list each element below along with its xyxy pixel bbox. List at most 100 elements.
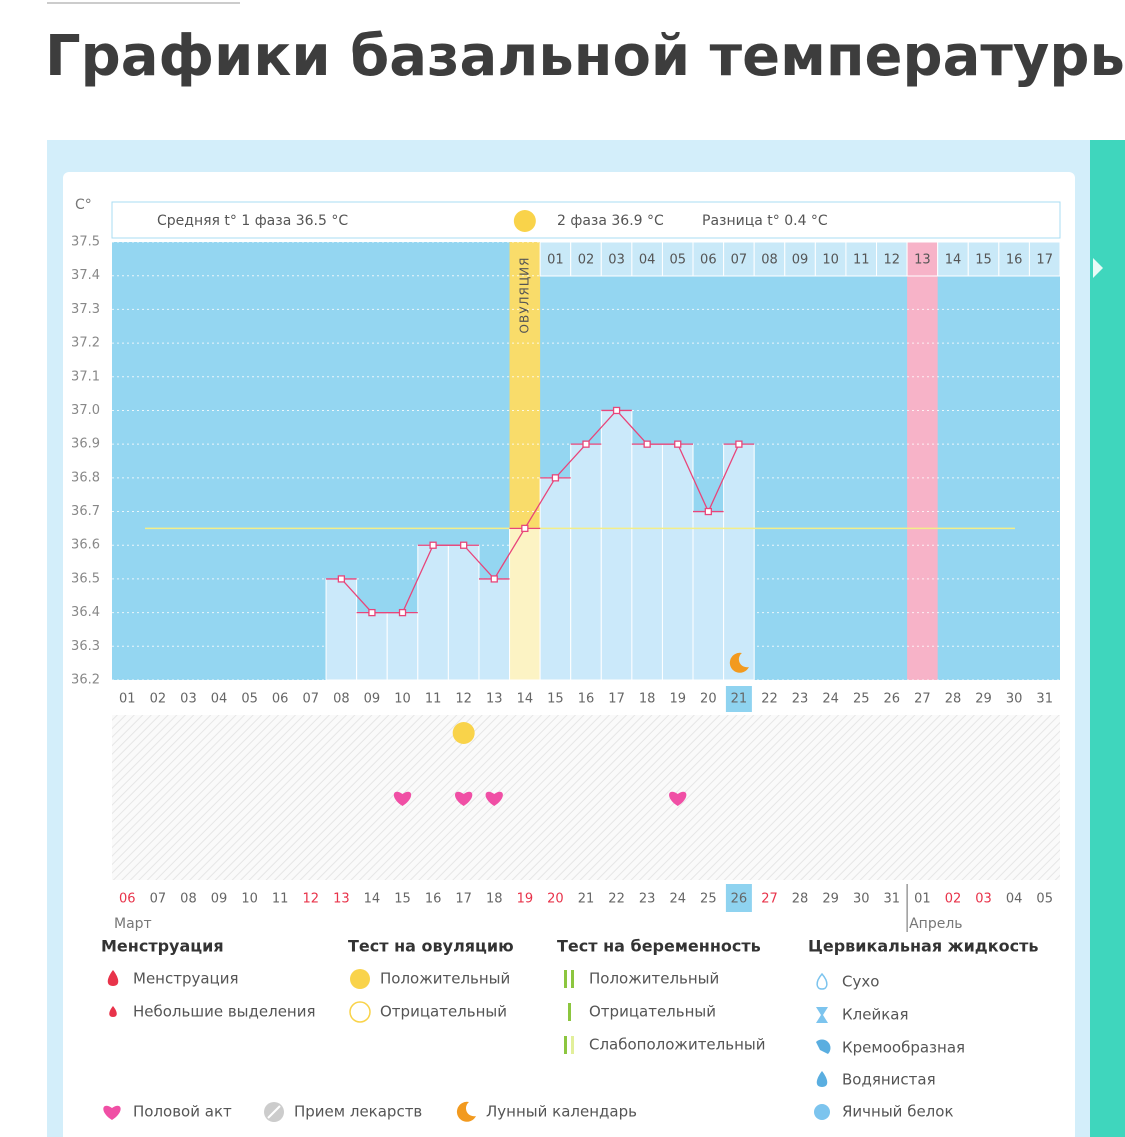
legend-item: Положительный: [380, 970, 510, 988]
temp-point: [398, 608, 407, 617]
x-tick-label: 27: [914, 692, 931, 707]
temp-bar: [600, 409, 633, 681]
x-tick-label: 09: [364, 692, 381, 707]
temp-point: [460, 541, 468, 549]
x-tick-label: 21: [731, 692, 748, 707]
phase2-cell: [876, 241, 908, 277]
page-title: Графики базальной температуры: [45, 24, 1125, 89]
x-tick-label: 03: [180, 692, 197, 707]
date-label: 04: [1006, 892, 1023, 907]
icon: [456, 1101, 476, 1122]
y-tick-label: 36.2: [71, 673, 100, 688]
x-tick-label: 05: [241, 692, 258, 707]
legend-title: Менструация: [101, 937, 224, 956]
icon: [816, 972, 828, 990]
temp-point: [643, 440, 651, 448]
x-tick-label: 01: [119, 692, 136, 707]
date-label: 18: [486, 892, 503, 907]
x-tick-label: 15: [547, 692, 564, 707]
icon: [103, 1105, 121, 1120]
x-tick-label: 24: [822, 692, 839, 707]
temp-bar: [692, 511, 725, 681]
phase2-label: 11: [853, 253, 870, 268]
phase2-label: 16: [1006, 253, 1023, 268]
legend-item: Отрицательный: [589, 1003, 716, 1021]
phase2-cell: [570, 241, 602, 277]
icon: [816, 1071, 828, 1087]
legend-title: Тест на беременность: [557, 937, 761, 956]
x-tick-label: 26: [884, 692, 901, 707]
date-label: 20: [547, 892, 564, 907]
date-label: 09: [211, 892, 228, 907]
legend-item: Клейкая: [842, 1006, 909, 1024]
legend-item: Водянистая: [842, 1071, 936, 1089]
phase2-label: 06: [700, 253, 717, 268]
date-label: 30: [853, 892, 870, 907]
x-tick-label: 14: [517, 692, 534, 707]
x-tick-label: 25: [853, 692, 870, 707]
icon: [107, 970, 119, 986]
x-tick-label: 08: [333, 692, 350, 707]
temp-point: [674, 440, 682, 448]
y-tick-label: 36.9: [71, 437, 100, 452]
legend-item: Слабоположительный: [589, 1036, 765, 1054]
x-tick-label: 28: [945, 692, 962, 707]
phase2-label: 02: [578, 253, 595, 268]
x-tick-label: 19: [669, 692, 686, 707]
date-label: 06: [119, 892, 136, 907]
x-tick-label: 29: [975, 692, 992, 707]
temp-bar: [356, 612, 388, 681]
legend-item: Отрицательный: [380, 1003, 507, 1021]
legend-item: Кремообразная: [842, 1039, 965, 1057]
date-label: 28: [792, 892, 809, 907]
phase2-label: 07: [731, 253, 748, 268]
icon: [350, 969, 370, 989]
date-label: 13: [333, 892, 350, 907]
icon: [267, 1105, 281, 1119]
date-label: 25: [700, 892, 717, 907]
ovulation-label: ОВУЛЯЦИЯ: [517, 257, 531, 334]
temp-point: [551, 474, 560, 482]
phase2-cell: [845, 241, 878, 277]
date-label: 31: [884, 892, 901, 907]
date-label: 29: [822, 892, 839, 907]
intercourse-heart: [485, 791, 503, 806]
phase2-cell: [539, 241, 572, 277]
today-date-cell: [725, 884, 752, 912]
x-tick-label: 18: [639, 692, 656, 707]
y-tick-label: 36.4: [71, 605, 100, 620]
highlight-column: [907, 242, 938, 680]
temp-bar: [447, 544, 480, 681]
phase2-label: 04: [639, 253, 656, 268]
phase2-cell: [600, 241, 633, 277]
date-label: 14: [364, 892, 381, 907]
temp-point: [337, 575, 346, 583]
icon: [816, 1039, 831, 1054]
x-tick-label: 10: [394, 692, 411, 707]
legend-title: Тест на овуляцию: [348, 937, 514, 956]
phase2-cell: [661, 241, 694, 277]
side-strip: [1090, 140, 1125, 1137]
x-tick-label: 31: [1036, 692, 1053, 707]
phase2-label: 01: [547, 253, 564, 268]
intercourse-heart: [669, 791, 687, 806]
x-tick-label: 23: [792, 692, 809, 707]
phase2-cell: [937, 241, 969, 277]
y-tick-label: 37.3: [71, 302, 100, 317]
x-tick-label: 07: [303, 692, 320, 707]
legend-extra: Лунный календарь: [486, 1103, 637, 1121]
date-label: 22: [608, 892, 625, 907]
phase2-label: 09: [792, 253, 809, 268]
date-label: 26: [731, 892, 748, 907]
month-label: Март: [114, 916, 152, 932]
legend-item: Положительный: [589, 970, 719, 988]
date-label: 27: [761, 892, 778, 907]
date-label: 12: [303, 892, 320, 907]
icon: [816, 1007, 828, 1023]
temp-point: [612, 406, 621, 415]
phase2-cell: [631, 241, 663, 277]
phase2-cell: [784, 241, 816, 277]
phase2-label: 15: [975, 253, 992, 268]
date-label: 24: [669, 892, 686, 907]
